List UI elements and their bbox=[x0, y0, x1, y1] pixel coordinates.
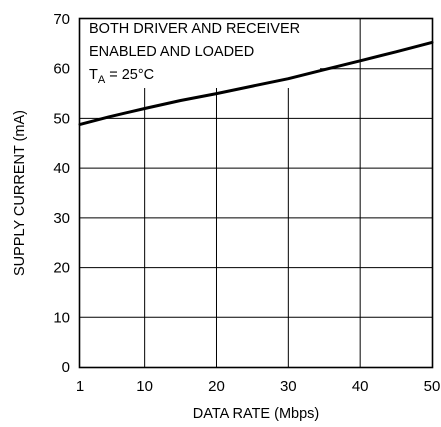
y-tick-label: 0 bbox=[62, 359, 70, 376]
y-axis-label: SUPPLY CURRENT (mA) bbox=[12, 110, 28, 276]
x-tick-label: 50 bbox=[424, 378, 441, 395]
temp-subscript: A bbox=[98, 74, 106, 86]
x-tick-label: 30 bbox=[280, 378, 297, 395]
x-axis-label: DATA RATE (Mbps) bbox=[193, 406, 320, 422]
plot-frame bbox=[78, 17, 434, 369]
y-tick-label: 10 bbox=[53, 309, 70, 326]
x-tick-label: 10 bbox=[136, 378, 153, 395]
y-tick-label: 30 bbox=[53, 210, 70, 227]
y-tick-label: 40 bbox=[53, 160, 70, 177]
temp-symbol: T bbox=[89, 67, 98, 83]
y-tick-label: 20 bbox=[53, 260, 70, 277]
annotation-line-1: BOTH DRIVER AND RECEIVER bbox=[89, 21, 300, 37]
temp-value: = 25°C bbox=[105, 67, 154, 83]
annotation-temperature: TA = 25°C bbox=[89, 67, 154, 86]
x-tick-label: 1 bbox=[76, 378, 84, 395]
y-tick-label: 70 bbox=[53, 11, 70, 28]
annotation: BOTH DRIVER AND RECEIVER ENABLED AND LOA… bbox=[89, 21, 300, 86]
y-tick-label: 50 bbox=[53, 110, 70, 127]
tick-labels: 1 10 20 30 40 50 0 10 20 30 40 50 60 70 bbox=[53, 11, 440, 395]
series-line bbox=[78, 40, 434, 126]
annotation-line-2: ENABLED AND LOADED bbox=[89, 44, 254, 60]
y-tick-label: 60 bbox=[53, 61, 70, 78]
x-tick-label: 20 bbox=[208, 378, 225, 395]
annotation-box bbox=[80, 18, 320, 88]
x-tick-label: 40 bbox=[352, 378, 369, 395]
